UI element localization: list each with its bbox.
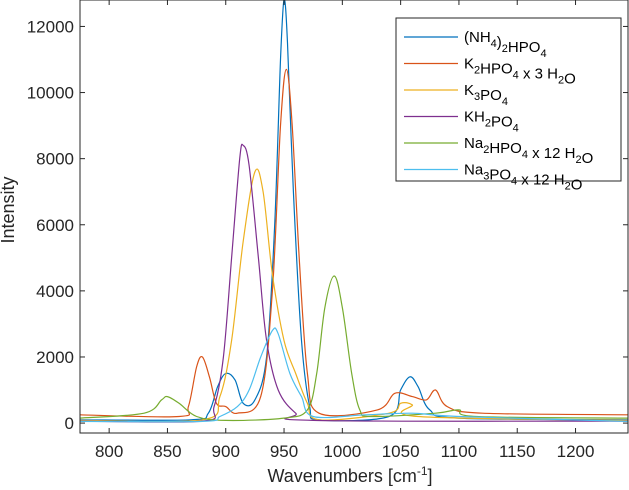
x-axis-label: Wavenumbers [cm-1]: [267, 464, 432, 486]
x-tick-label: 1150: [499, 442, 536, 461]
axes-box: [79, 0, 629, 434]
x-tick-label: 950: [270, 442, 298, 461]
y-tick-label: 6000: [36, 216, 74, 235]
y-axis-ticks: 0 2000 4000 6000 8000 10000 12000: [27, 17, 628, 433]
x-tick-label: 1200: [557, 442, 595, 461]
legend-entry: K2HPO4 x 3 H2O: [464, 56, 576, 88]
x-tick-label: 1050: [382, 442, 420, 461]
y-tick-label: 0: [65, 414, 74, 433]
legend-entry: Na2HPO4 x 12 H2O: [464, 135, 593, 167]
legend-entry: KH2PO4: [464, 109, 519, 135]
x-tick-label: 800: [95, 442, 123, 461]
x-tick-label: 900: [212, 442, 240, 461]
y-tick-label: 2000: [36, 348, 74, 367]
x-tick-label: 1100: [441, 442, 478, 461]
x-tick-label: 1000: [323, 442, 361, 461]
plot-area: [80, 0, 628, 423]
series-line: [80, 327, 628, 423]
y-tick-label: 12000: [27, 17, 74, 36]
legend-entry: Na3PO4 x 12 H2O: [464, 162, 582, 194]
series-line: [80, 275, 628, 422]
legend-entry: (NH4)2HPO4: [464, 29, 547, 60]
legend-entry: K3PO4: [464, 82, 508, 108]
series-line: [80, 168, 628, 423]
y-tick-label: 8000: [36, 150, 74, 169]
x-tick-label: 850: [153, 442, 181, 461]
y-tick-label: 4000: [36, 282, 74, 301]
x-axis-ticks: 800 850 900 950 1000 1050 1100 1150 1200: [95, 0, 594, 461]
y-axis-label: Intensity: [0, 176, 18, 243]
y-tick-label: 10000: [27, 84, 74, 103]
series-line: [80, 68, 628, 418]
